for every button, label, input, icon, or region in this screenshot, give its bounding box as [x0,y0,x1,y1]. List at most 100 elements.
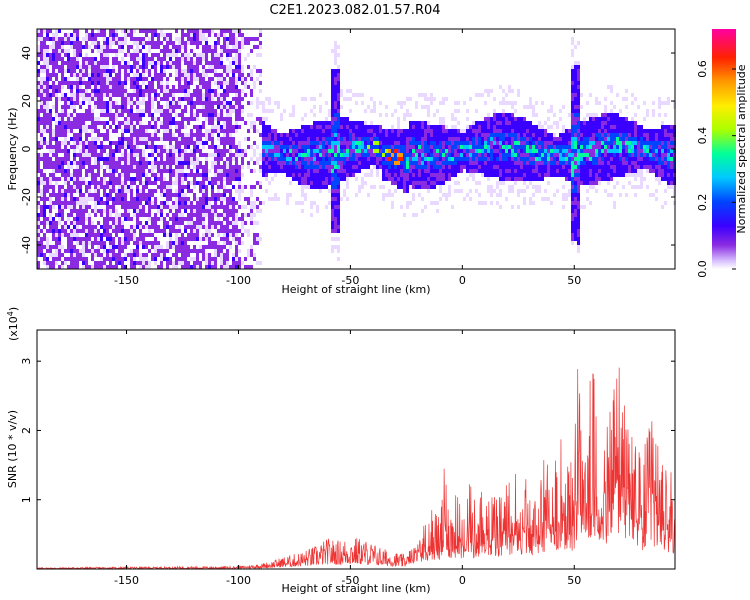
heatmap-cell [304,165,307,169]
heatmap-cell [280,141,283,145]
heatmap-cell [148,197,151,201]
heatmap-cell [85,125,88,129]
heatmap-cell [154,165,157,169]
heatmap-cell [337,245,340,249]
heatmap-cell [202,217,205,221]
heatmap-cell [199,181,202,185]
heatmap-cell [79,153,82,157]
heatmap-cell [331,117,334,121]
heatmap-cell [457,149,460,153]
heatmap-cell [262,117,265,121]
heatmap-cell [349,141,352,145]
heatmap-cell [181,245,184,249]
heatmap-cell [208,113,211,117]
heatmap-cell [160,161,163,165]
heatmap-cell [85,241,88,245]
heatmap-cell [61,161,64,165]
heatmap-cell [334,157,337,161]
heatmap-cell [235,229,238,233]
heatmap-cell [199,41,202,45]
heatmap-cell [58,125,61,129]
heatmap-cell [100,109,103,113]
heatmap-cell [115,253,118,257]
heatmap-cell [466,169,469,173]
heatmap-cell [388,193,391,197]
heatmap-cell [403,145,406,149]
heatmap-cell [73,221,76,225]
heatmap-cell [106,57,109,61]
heatmap-cell [67,129,70,133]
heatmap-cell [52,193,55,197]
heatmap-cell [505,101,508,105]
heatmap-cell [205,205,208,209]
heatmap-cell [424,153,427,157]
heatmap-cell [193,193,196,197]
heatmap-cell [214,197,217,201]
heatmap-cell [187,221,190,225]
heatmap-cell [463,153,466,157]
heatmap-cell [253,121,256,125]
heatmap-cell [205,81,208,85]
heatmap-cell [121,237,124,241]
heatmap-cell [67,149,70,153]
heatmap-cell [40,137,43,141]
heatmap-cell [196,165,199,169]
heatmap-cell [265,169,268,173]
heatmap-cell [232,173,235,177]
heatmap-cell [175,221,178,225]
heatmap-cell [256,129,259,133]
heatmap-cell [136,169,139,173]
heatmap-cell [406,113,409,117]
heatmap-cell [187,57,190,61]
heatmap-cell [136,113,139,117]
heatmap-cell [94,173,97,177]
heatmap-cell [250,113,253,117]
heatmap-cell [130,97,133,101]
heatmap-cell [49,157,52,161]
heatmap-cell [166,245,169,249]
heatmap-cell [217,233,220,237]
heatmap-cell [403,189,406,193]
heatmap-cell [82,57,85,61]
heatmap-cell [493,137,496,141]
heatmap-cell [376,133,379,137]
heatmap-cell [337,145,340,149]
heatmap-cell [418,121,421,125]
heatmap-cell [313,105,316,109]
heatmap-cell [160,73,163,77]
heatmap-cell [337,89,340,93]
heatmap-cell [169,101,172,105]
heatmap-cell [502,89,505,93]
heatmap-cell [253,161,256,165]
heatmap-cell [94,77,97,81]
heatmap-cell [196,233,199,237]
heatmap-cell [97,93,100,97]
heatmap-cell [229,133,232,137]
heatmap-cell [220,125,223,129]
heatmap-cell [103,261,106,265]
heatmap-cell [352,141,355,145]
heatmap-cell [310,125,313,129]
heatmap-cell [202,57,205,61]
heatmap-cell [172,145,175,149]
heatmap-cell [229,173,232,177]
heatmap-cell [400,157,403,161]
heatmap-cell [118,65,121,69]
heatmap-cell [109,125,112,129]
heatmap-cell [478,145,481,149]
heatmap-cell [529,177,532,181]
heatmap-cell [190,33,193,37]
heatmap-cell [154,121,157,125]
heatmap-cell [202,113,205,117]
heatmap-cell [106,201,109,205]
heatmap-cell [136,237,139,241]
heatmap-cell [496,173,499,177]
heatmap-cell [109,149,112,153]
heatmap-cell [424,125,427,129]
heatmap-cell [133,261,136,265]
heatmap-cell [136,217,139,221]
heatmap-cell [472,149,475,153]
heatmap-cell [313,177,316,181]
heatmap-cell [76,209,79,213]
heatmap-cell [292,161,295,165]
